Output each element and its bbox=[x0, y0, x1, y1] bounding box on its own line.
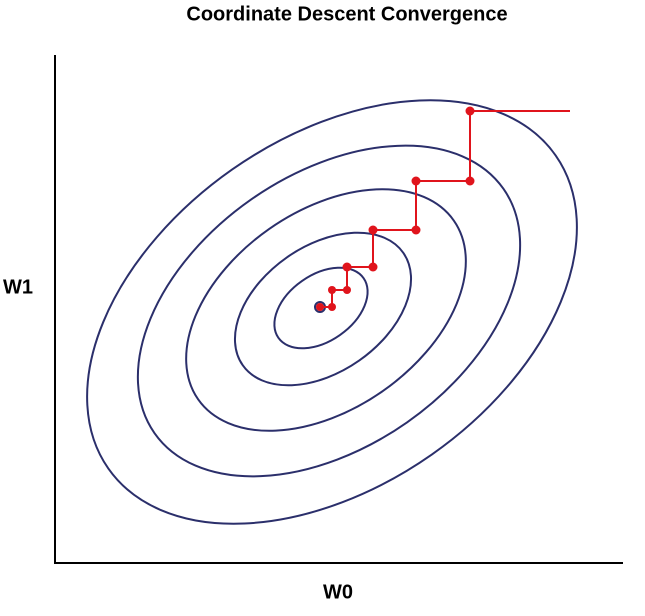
step-point bbox=[368, 225, 378, 235]
step-point bbox=[465, 106, 475, 116]
descent-points bbox=[316, 106, 475, 311]
x-axis-label: W0 bbox=[323, 581, 353, 603]
contour bbox=[136, 144, 522, 478]
contour bbox=[273, 266, 369, 350]
step-point bbox=[368, 262, 378, 272]
step-point bbox=[328, 286, 336, 294]
step-point bbox=[343, 286, 351, 294]
y-axis-label: W1 bbox=[3, 276, 33, 298]
step-point bbox=[342, 262, 352, 272]
step-point bbox=[328, 303, 336, 311]
step-point bbox=[465, 176, 475, 186]
step-point bbox=[411, 176, 421, 186]
contour bbox=[233, 231, 413, 387]
step-point bbox=[316, 303, 324, 311]
contours bbox=[86, 99, 578, 525]
contour bbox=[86, 99, 578, 525]
step-point bbox=[411, 225, 421, 235]
descent-path bbox=[320, 110, 570, 308]
contour bbox=[185, 188, 467, 432]
title: Coordinate Descent Convergence bbox=[186, 3, 507, 25]
